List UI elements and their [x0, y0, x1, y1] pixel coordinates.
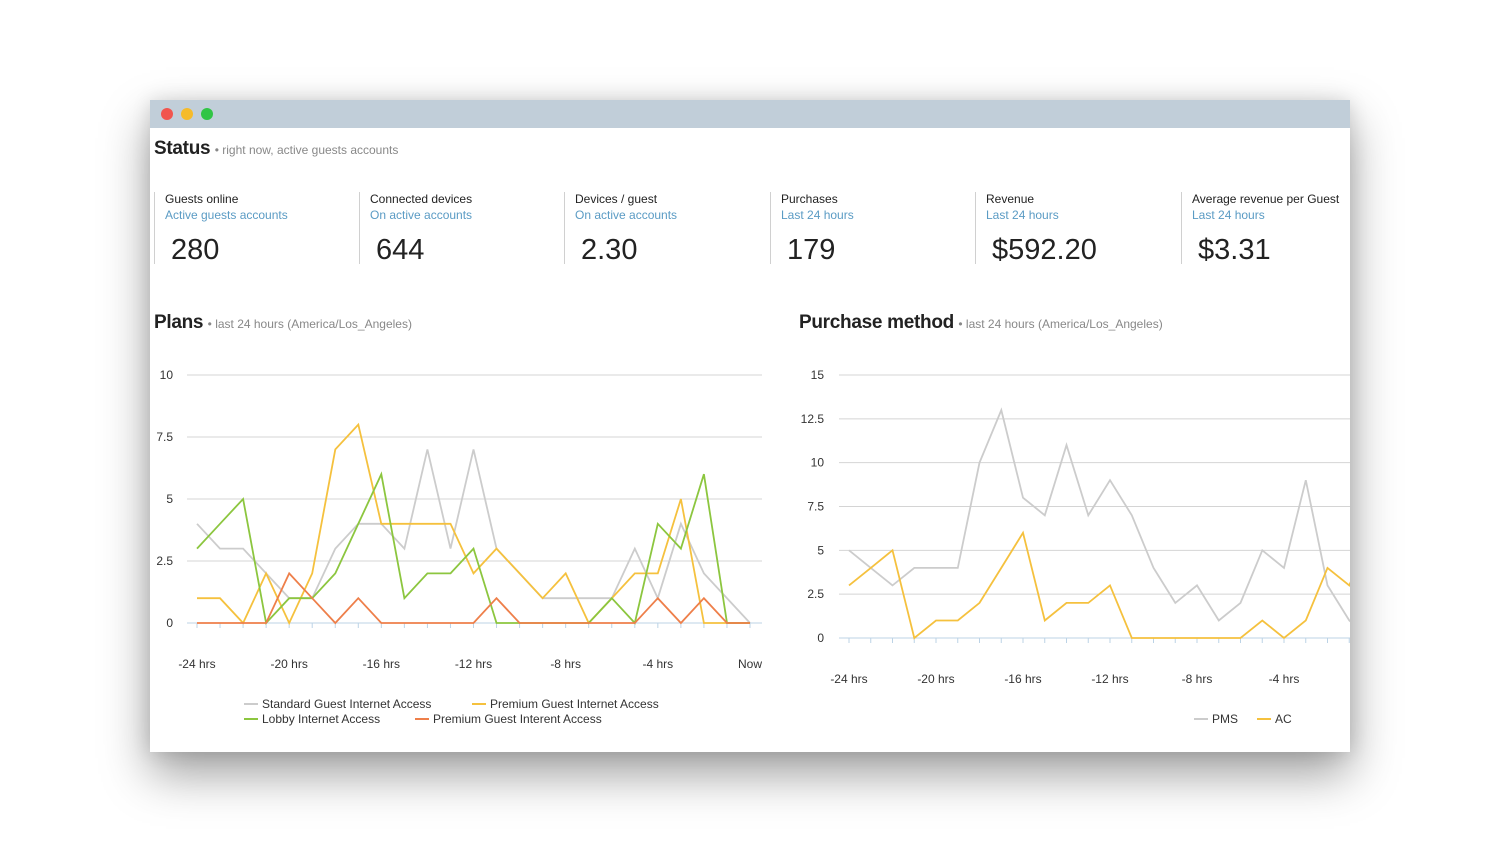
stat-sublabel: Last 24 hours — [781, 208, 854, 222]
purchase-method-heading: Purchase method • last 24 hours (America… — [799, 312, 1163, 334]
y-tick-label: 7.5 — [807, 500, 824, 514]
stat-label: Guests online — [165, 192, 239, 206]
maximize-window-button[interactable] — [201, 108, 213, 120]
stat-value: 2.30 — [581, 234, 638, 266]
status-heading: Status • right now, active guests accoun… — [154, 138, 398, 160]
stat-card-connected-devices: Connected devices On active accounts 644 — [359, 192, 564, 266]
y-tick-label: 5 — [817, 543, 824, 557]
x-tick-label: -12 hrs — [455, 657, 492, 671]
legend-label: PMS — [1212, 712, 1238, 726]
x-tick-label: -20 hrs — [917, 672, 954, 686]
stat-label: Purchases — [781, 192, 838, 206]
legend-label: AC — [1275, 712, 1292, 726]
chart-series-group — [848, 407, 1350, 640]
series-line-1 — [196, 449, 751, 624]
close-window-button[interactable] — [161, 108, 173, 120]
stat-value: 644 — [376, 234, 425, 266]
stat-card-devices-per-guest: Devices / guest On active accounts 2.30 — [564, 192, 769, 266]
stat-label: Connected devices — [370, 192, 473, 206]
stat-label: Devices / guest — [575, 192, 658, 206]
series-line-1 — [848, 407, 1350, 623]
plans-chart: 0 2.5 5 7.5 10 -24 hrs -20 hrs -16 hrs -12 hrs -8… — [156, 368, 762, 726]
stat-value: 280 — [171, 234, 220, 266]
purchase-method-title: Purchase method — [799, 312, 954, 333]
purchase-method-subtitle: • last 24 hours (America/Los_Angeles) — [958, 317, 1163, 331]
series-line-4 — [197, 571, 750, 625]
stat-card-guests-online: Guests online Active guests accounts 280 — [154, 192, 359, 266]
chart-grid — [187, 374, 762, 628]
y-tick-label: 2.5 — [807, 587, 824, 601]
x-tick-label: Now — [738, 657, 762, 671]
stat-sublabel: Active guests accounts — [165, 208, 288, 222]
stat-label: Revenue — [986, 192, 1035, 206]
status-title: Status — [154, 138, 211, 159]
stat-value: 179 — [787, 234, 836, 266]
y-tick-label: 7.5 — [156, 430, 173, 444]
x-tick-label: -24 hrs — [178, 657, 215, 671]
x-tick-label: -24 hrs — [830, 672, 867, 686]
x-tick-label: -4 hrs — [1269, 672, 1300, 686]
stat-card-average-revenue: Average revenue per Guest Last 24 hours … — [1181, 192, 1350, 266]
y-tick-label: 0 — [166, 616, 173, 630]
stat-card-revenue: Revenue Last 24 hours $592.20 — [975, 192, 1180, 266]
chart-series-group — [196, 422, 751, 626]
y-tick-label: 12.5 — [801, 412, 825, 426]
x-tick-label: -8 hrs — [550, 657, 581, 671]
stat-card-purchases: Purchases Last 24 hours 179 — [770, 192, 975, 266]
purchase-method-chart: 0 2.5 5 7.5 10 12.5 15 -24 hrs -20 hrs -16 hrs -12… — [801, 368, 1350, 726]
x-tick-label: -20 hrs — [270, 657, 307, 671]
stat-label: Average revenue per Guest — [1192, 192, 1340, 206]
x-tick-label: -16 hrs — [1004, 672, 1041, 686]
x-tick-label: -16 hrs — [363, 657, 400, 671]
legend-label: Premium Guest Internet Access — [490, 697, 659, 711]
legend-label: Premium Guest Interent Access — [433, 712, 602, 726]
series-line-2 — [197, 422, 750, 626]
y-tick-label: 10 — [811, 456, 825, 470]
legend-label: Lobby Internet Access — [262, 712, 380, 726]
stat-sublabel: Last 24 hours — [986, 208, 1059, 222]
stat-sublabel: On active accounts — [370, 208, 473, 222]
stat-sublabel: Last 24 hours — [1192, 208, 1265, 222]
x-tick-label: -4 hrs — [642, 657, 673, 671]
minimize-window-button[interactable] — [181, 108, 193, 120]
stat-value: $3.31 — [1198, 234, 1271, 266]
plans-heading: Plans • last 24 hours (America/Los_Angel… — [154, 312, 412, 334]
y-tick-label: 15 — [811, 368, 825, 382]
chart-grid — [839, 374, 1350, 643]
legend-label: Standard Guest Internet Access — [262, 697, 431, 711]
y-tick-label: 0 — [817, 631, 824, 645]
status-subtitle: • right now, active guests accounts — [214, 143, 399, 157]
x-tick-label: -8 hrs — [1182, 672, 1213, 686]
series-line-3 — [196, 471, 750, 625]
browser-window: Status • right now, active guests accoun… — [150, 100, 1350, 752]
series-line-2 — [848, 530, 1350, 640]
plans-subtitle: • last 24 hours (America/Los_Angeles) — [207, 317, 412, 331]
y-tick-label: 2.5 — [156, 554, 173, 568]
x-tick-label: -12 hrs — [1091, 672, 1128, 686]
window-titlebar — [150, 100, 1350, 128]
stat-sublabel: On active accounts — [575, 208, 678, 222]
y-tick-label: 10 — [160, 368, 174, 382]
y-tick-label: 5 — [166, 492, 173, 506]
stat-value: $592.20 — [992, 234, 1097, 266]
plans-title: Plans — [154, 312, 204, 333]
